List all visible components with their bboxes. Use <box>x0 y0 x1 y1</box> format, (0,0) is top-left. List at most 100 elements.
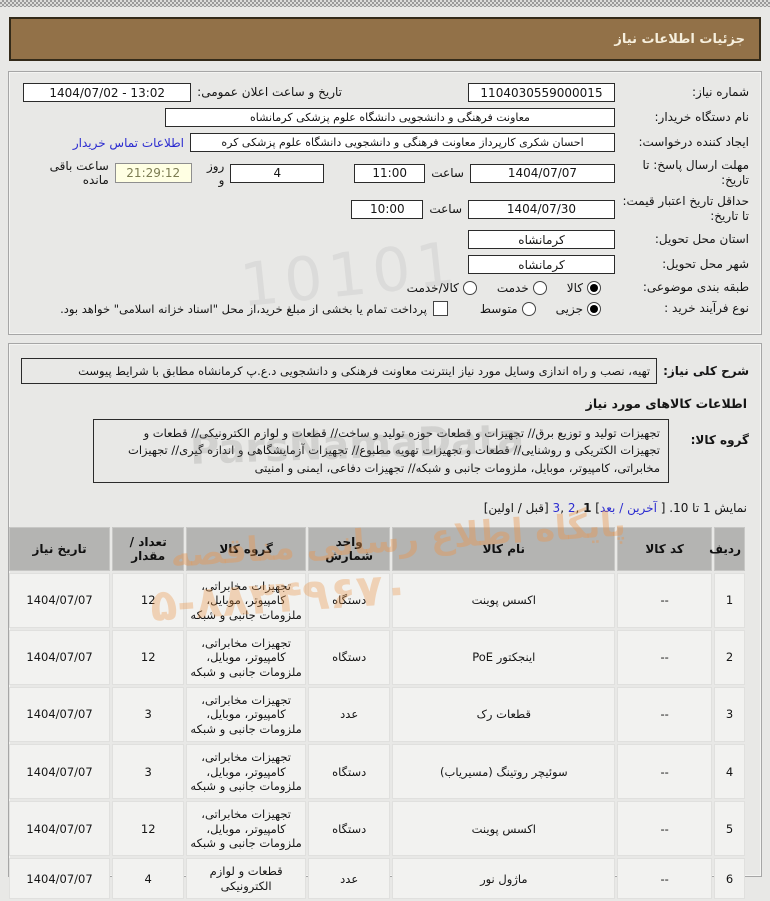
delivery-city-row: شهر محل تحویل: کرمانشاه <box>13 252 757 277</box>
cell-unit: دستگاه <box>307 744 391 800</box>
cell-group: تجهیزات مخابراتی، کامپیوتر، موبایل، ملزو… <box>186 687 306 743</box>
pagination-bracket: [ <box>656 500 666 515</box>
request-creator-field[interactable]: احسان شکری کارپرداز معاونت فرهنگی و دانش… <box>190 133 615 152</box>
general-description-field[interactable]: تهیه، نصب و راه اندازی وسایل مورد نیاز ا… <box>21 358 658 384</box>
goods-group-label: گروه کالا: <box>690 433 749 447</box>
request-creator-label: ایجاد کننده درخواست: <box>638 135 749 149</box>
cell-name: قطعات رک <box>392 687 616 743</box>
radio-icon[interactable] <box>521 301 536 316</box>
header-row-number: ردیف <box>709 526 745 571</box>
goods-table-row: 6 -- ماژول نور عدد قطعات و لوازم الکترونیکی 4… <box>9 858 745 900</box>
top-dotted-border <box>0 0 770 7</box>
treasury-docs-label: پرداخت تمام یا بخشی از مبلغ خرید،از محل … <box>60 301 427 316</box>
treasury-docs-checkbox[interactable] <box>432 301 448 316</box>
price-validity-hour-field[interactable]: 10:00 <box>351 199 424 219</box>
buyer-org-field[interactable]: معاونت فرهنگی و دانشجویی دانشگاه علوم پز… <box>165 108 615 127</box>
cell-date: 1404/07/07 <box>9 629 111 685</box>
need-number-field[interactable]: 1104030559000015 <box>468 83 615 102</box>
delivery-city-field[interactable]: کرمانشاه <box>468 255 615 274</box>
radio-option-goods[interactable]: کالا <box>566 280 601 295</box>
cell-date: 1404/07/07 <box>9 687 111 743</box>
radio-selected-icon[interactable] <box>587 301 601 316</box>
goods-section-header: اطلاعات کالاهای مورد نیاز <box>585 396 747 411</box>
radio-option-medium[interactable]: متوسط <box>479 301 536 316</box>
pagination: نمایش 1 تا 10. [ آخرین / بعد] 1 ,2 ,3 [ق… <box>13 489 757 521</box>
radio-selected-icon[interactable] <box>587 280 601 295</box>
header-code: کد کالا <box>617 526 713 571</box>
pagination-page-link[interactable]: 2 <box>567 500 576 515</box>
header-group: گروه کالا <box>186 526 306 571</box>
cell-date: 1404/07/07 <box>9 744 111 800</box>
radio-option-service[interactable]: خدمت <box>496 280 547 295</box>
price-validity-label: حداقل تاریخ اعتبار قیمت: تا تاریخ: <box>622 194 749 223</box>
cell-group: تجهیزات مخابراتی، کامپیوتر، موبایل، ملزو… <box>186 744 306 800</box>
radio-option-minor[interactable]: جزیی <box>555 301 601 316</box>
cell-name: اینجکتور PoE <box>392 629 616 685</box>
price-validity-date-field[interactable]: 1404/07/30 <box>468 199 615 219</box>
goods-table-row: 1 -- اکسس پوینت دستگاه تجهیزات مخابراتی، کام… <box>9 572 745 628</box>
cell-group: تجهیزات مخابراتی، کامپیوتر، موبایل، ملزو… <box>186 629 306 685</box>
page-title: جزئیات اطلاعات نیاز <box>614 31 745 47</box>
header-qty: تعداد / مقدار <box>112 526 185 571</box>
header-name: نام کالا <box>392 526 616 571</box>
header-date: تاریخ نیاز <box>9 526 111 571</box>
goods-group-field[interactable]: تجهیزات تولید و توزیع برق// تجهیزات و قط… <box>93 419 669 483</box>
cell-code: -- <box>617 572 713 628</box>
buyer-contact-link[interactable]: اطلاعات تماس خریدار <box>72 135 184 150</box>
goods-table-body: 1 -- اکسس پوینت دستگاه تجهیزات مخابراتی، کام… <box>9 572 745 900</box>
pagination-current-page: 1 <box>583 500 592 515</box>
cell-qty: 3 <box>112 744 185 800</box>
pagination-next-last-link[interactable]: آخرین / بعد <box>599 500 657 515</box>
cell-code: -- <box>617 801 713 857</box>
cell-date: 1404/07/07 <box>9 801 111 857</box>
process-type-label: نوع فرآیند خرید : <box>664 301 749 315</box>
radio-service-label: خدمت <box>496 280 529 295</box>
cell-row-number: 3 <box>714 687 745 743</box>
goods-info-panel: شرح کلی نیاز: تهیه، نصب و راه اندازی وسا… <box>8 343 762 900</box>
pagination-bracket: ] <box>591 500 600 515</box>
general-description-row: شرح کلی نیاز: تهیه، نصب و راه اندازی وسا… <box>13 350 757 388</box>
page-title-bar: جزئیات اطلاعات نیاز <box>9 17 761 61</box>
reply-deadline-date-field[interactable]: 1404/07/07 <box>469 163 615 183</box>
cell-unit: عدد <box>307 687 391 743</box>
cell-row-number: 1 <box>714 572 745 628</box>
delivery-province-label: استان محل تحویل: <box>654 232 749 246</box>
radio-icon[interactable] <box>532 280 547 295</box>
pagination-page-link[interactable]: 3 <box>552 500 561 515</box>
radio-medium-label: متوسط <box>479 301 518 316</box>
cell-name: اکسس پوینت <box>392 801 616 857</box>
cell-qty: 12 <box>112 572 185 628</box>
cell-name: سوئیچر روتینگ (مسیریاب) <box>392 744 616 800</box>
reply-deadline-row: مهلت ارسال پاسخ: تا تاریخ: 1404/07/07 سا… <box>13 155 757 191</box>
goods-table-row: 5 -- اکسس پوینت دستگاه تجهیزات مخابراتی، کام… <box>9 801 745 857</box>
cell-date: 1404/07/07 <box>9 572 111 628</box>
general-description-label: شرح کلی نیاز: <box>663 364 749 378</box>
cell-unit: عدد <box>307 858 391 900</box>
radio-minor-label: جزیی <box>555 301 583 316</box>
need-number-label: شماره نیاز: <box>692 85 749 99</box>
cell-name: اکسس پوینت <box>392 572 616 628</box>
cell-code: -- <box>617 687 713 743</box>
cell-row-number: 6 <box>714 858 745 900</box>
reply-hour-field[interactable]: 11:00 <box>354 163 426 183</box>
delivery-province-field[interactable]: کرمانشاه <box>468 230 615 249</box>
pagination-separator: , <box>560 500 568 515</box>
price-validity-hour-label: ساعت <box>429 202 462 216</box>
header-unit: واحد شمارش <box>307 526 391 571</box>
radio-icon[interactable] <box>462 280 477 295</box>
announce-datetime-field[interactable]: 1404/07/02 - 13:02 <box>23 83 192 102</box>
request-creator-row: ایجاد کننده درخواست: احسان شکری کارپرداز… <box>13 130 757 155</box>
cell-unit: دستگاه <box>307 629 391 685</box>
reply-hour-label: ساعت <box>431 166 464 180</box>
pagination-separator: , <box>575 500 584 515</box>
cell-group: قطعات و لوازم الکترونیکی <box>186 858 306 900</box>
radio-option-goods-service[interactable]: کالا/خدمت <box>407 280 477 295</box>
goods-group-row: گروه کالا: تجهیزات تولید و توزیع برق// ت… <box>13 413 757 489</box>
cell-qty: 3 <box>112 687 185 743</box>
classification-row: طبقه بندی موضوعی: کالا خدمت کالا/خدمت <box>13 277 757 298</box>
days-remaining-field[interactable]: 4 <box>230 163 325 183</box>
radio-goods-label: کالا <box>566 280 583 295</box>
need-info-panel: شماره نیاز: 1104030559000015 تاریخ و ساع… <box>8 71 762 335</box>
price-validity-row: حداقل تاریخ اعتبار قیمت: تا تاریخ: 1404/… <box>13 191 757 227</box>
